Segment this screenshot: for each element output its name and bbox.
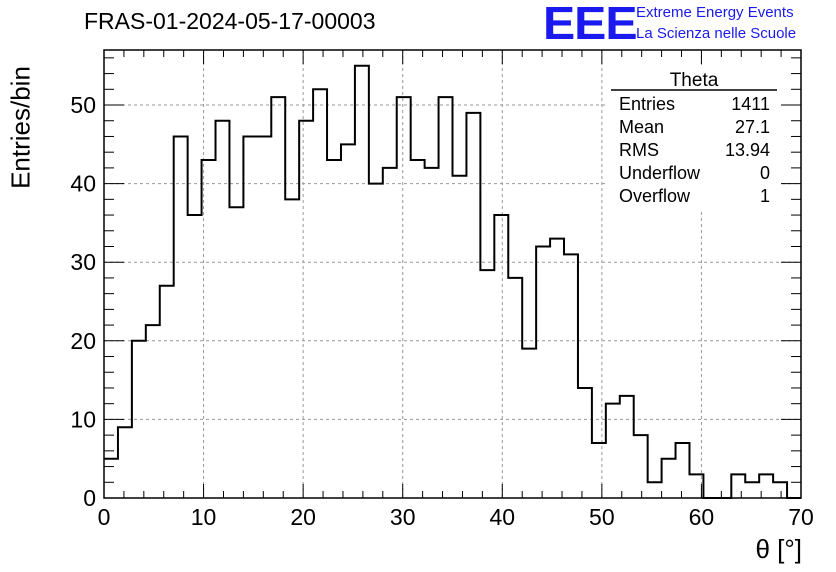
stats-value: 27.1: [735, 117, 770, 137]
histogram-bin: [592, 443, 606, 498]
histogram-bin: [188, 215, 202, 498]
histogram-bin: [397, 97, 411, 498]
histogram-bin: [745, 482, 759, 498]
y-tick-label: 50: [70, 92, 96, 118]
stats-label: Mean: [619, 117, 664, 137]
histogram-bin: [271, 97, 285, 498]
histogram-bin: [689, 474, 703, 498]
histogram-bin: [229, 207, 243, 498]
histogram-bin: [578, 388, 592, 498]
y-tick-label: 20: [70, 328, 96, 354]
histogram-bin: [439, 97, 453, 498]
histogram-bin: [620, 396, 634, 498]
histogram-bin: [662, 459, 676, 498]
logo-line-2: La Scienza nelle Scuole: [636, 25, 797, 42]
histogram-bin: [299, 121, 313, 498]
histogram-bin: [648, 482, 662, 498]
y-tick-label: 40: [70, 171, 96, 197]
histogram-bin: [257, 136, 271, 498]
histogram-bin: [160, 286, 174, 498]
histogram-bin: [564, 254, 578, 498]
histogram-bin: [494, 215, 508, 498]
histogram-bin: [174, 136, 188, 498]
x-tick-label: 20: [290, 504, 316, 530]
histogram-bin: [369, 184, 383, 498]
histogram-bin: [759, 474, 773, 498]
x-tick-label: 30: [390, 504, 416, 530]
histogram-bin: [341, 144, 355, 498]
plot-frame: [103, 49, 802, 499]
x-tick-label: 50: [589, 504, 615, 530]
x-axis-label: θ [°]: [755, 534, 802, 564]
histogram-bin: [355, 66, 369, 498]
x-tick-label: 60: [689, 504, 715, 530]
histogram-bin: [522, 349, 536, 498]
logo-line-1: Extreme Energy Events: [636, 4, 794, 21]
histogram-bin: [146, 325, 160, 498]
stats-value: 0: [760, 163, 770, 183]
eee-logo: EEE: [543, 0, 638, 49]
histogram-bin: [313, 89, 327, 498]
stats-value: 1: [760, 186, 770, 206]
stats-title: Theta: [670, 70, 719, 91]
histogram-bin: [132, 341, 146, 498]
stats-label: RMS: [619, 140, 659, 160]
histogram-bin: [383, 168, 397, 498]
stats-label: Entries: [619, 94, 675, 114]
chart-title: FRAS-01-2024-05-17-00003: [84, 8, 376, 34]
histogram-bin: [453, 176, 467, 498]
histogram-bin: [606, 404, 620, 498]
histogram-bin: [634, 435, 648, 498]
histogram-bin: [425, 168, 439, 498]
x-tick-label: 0: [98, 504, 111, 530]
histogram-bin: [327, 160, 341, 498]
histogram-bin: [118, 427, 132, 498]
x-tick-label: 10: [191, 504, 217, 530]
histogram-bin: [202, 160, 216, 498]
x-tick-label: 40: [489, 504, 515, 530]
histogram-bin: [676, 443, 690, 498]
histogram-bin: [480, 270, 494, 498]
x-tick-label: 70: [788, 504, 814, 530]
histogram-line: [104, 64, 801, 499]
y-tick-label: 0: [83, 485, 96, 511]
histogram-bin: [411, 160, 425, 498]
histogram-bin: [285, 199, 299, 498]
stats-value: 1411: [731, 94, 770, 114]
histogram-bin: [104, 459, 118, 498]
histogram-bin: [773, 482, 787, 498]
histogram-bin: [243, 136, 257, 498]
histogram-bin: [508, 278, 522, 498]
stats-value: 13.94: [725, 140, 770, 160]
histogram-bin: [466, 113, 480, 498]
y-tick-label: 30: [70, 249, 96, 275]
stats-label: Underflow: [619, 163, 701, 183]
stats-box-bg: [608, 68, 780, 210]
y-tick-label: 10: [70, 406, 96, 432]
histogram-bin: [536, 246, 550, 498]
histogram-bin: [216, 121, 230, 498]
histogram-bin: [731, 474, 745, 498]
histogram-bin: [550, 239, 564, 498]
stats-label: Overflow: [619, 186, 691, 206]
